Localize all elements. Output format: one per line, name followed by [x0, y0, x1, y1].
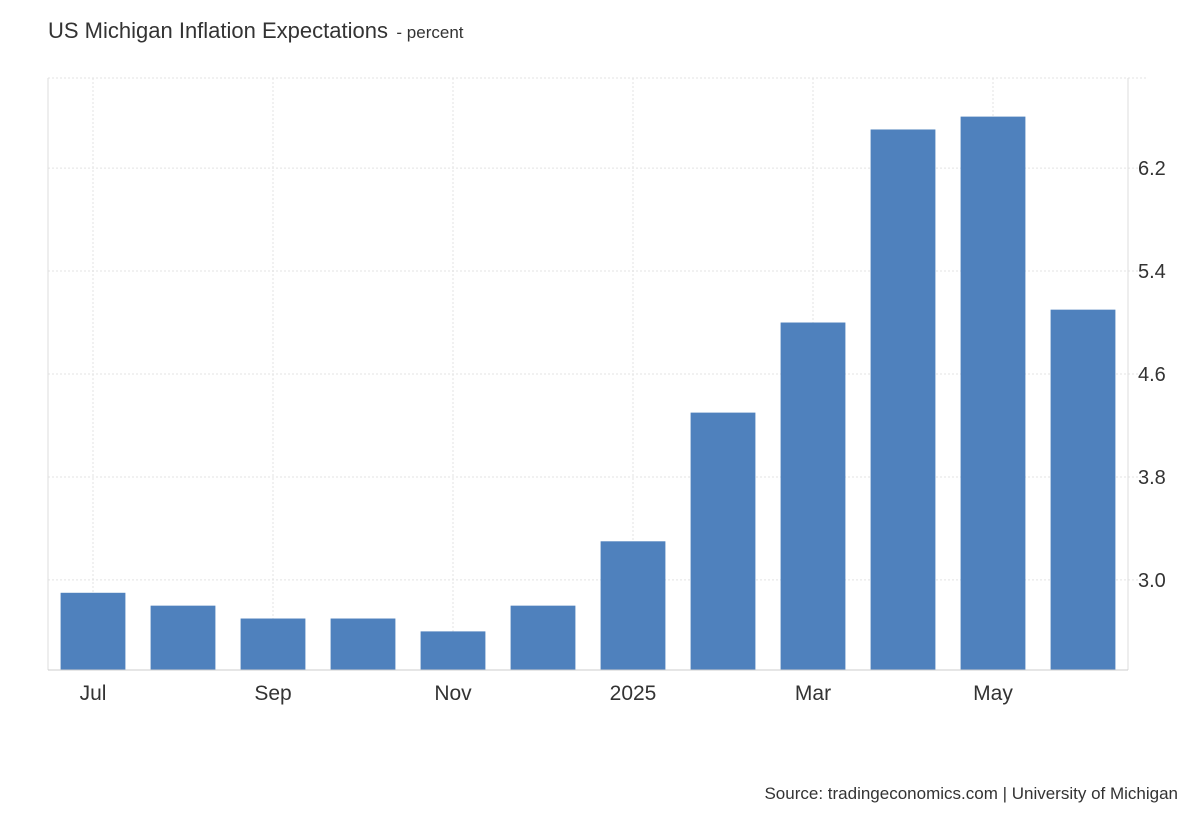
- bar-feb: [690, 412, 756, 670]
- bar-oct: [330, 618, 396, 670]
- bar-sep: [240, 618, 306, 670]
- x-tick-label: Jul: [80, 682, 107, 705]
- bars: [60, 116, 1116, 670]
- y-tick-label: 5.4: [1138, 261, 1166, 283]
- source-note: Source: tradingeconomics.com | Universit…: [764, 784, 1178, 803]
- y-tick-label: 4.6: [1138, 364, 1166, 386]
- chart-title-row: US Michigan Inflation Expectations - per…: [48, 18, 464, 44]
- bar-dec: [510, 605, 576, 670]
- y-tick-label: 3.8: [1138, 467, 1166, 489]
- x-tick-label: May: [973, 682, 1013, 705]
- x-tick-label: 2025: [610, 682, 657, 705]
- chart-title: US Michigan Inflation Expectations: [48, 18, 388, 43]
- y-tick-label: 3.0: [1138, 570, 1166, 592]
- y-axis-labels: 3.0 3.8 4.6 5.4 6.2: [1138, 158, 1166, 592]
- bar-mar: [780, 322, 846, 670]
- x-tick-label: Nov: [434, 682, 472, 705]
- bar-aug: [150, 605, 216, 670]
- bar-jun: [1050, 309, 1116, 670]
- y-tick-label: 6.2: [1138, 158, 1166, 180]
- x-axis-labels: Jul Sep Nov 2025 Mar May: [80, 682, 1014, 705]
- bar-jul: [60, 592, 126, 670]
- axes: [47, 78, 1129, 671]
- bar-apr: [870, 129, 936, 670]
- bar-nov: [420, 631, 486, 670]
- x-tick-label: Mar: [795, 682, 831, 705]
- chart-subtitle: - percent: [396, 23, 464, 42]
- bar-2025: [600, 541, 666, 670]
- bar-may: [960, 116, 1026, 670]
- x-tick-label: Sep: [254, 682, 291, 705]
